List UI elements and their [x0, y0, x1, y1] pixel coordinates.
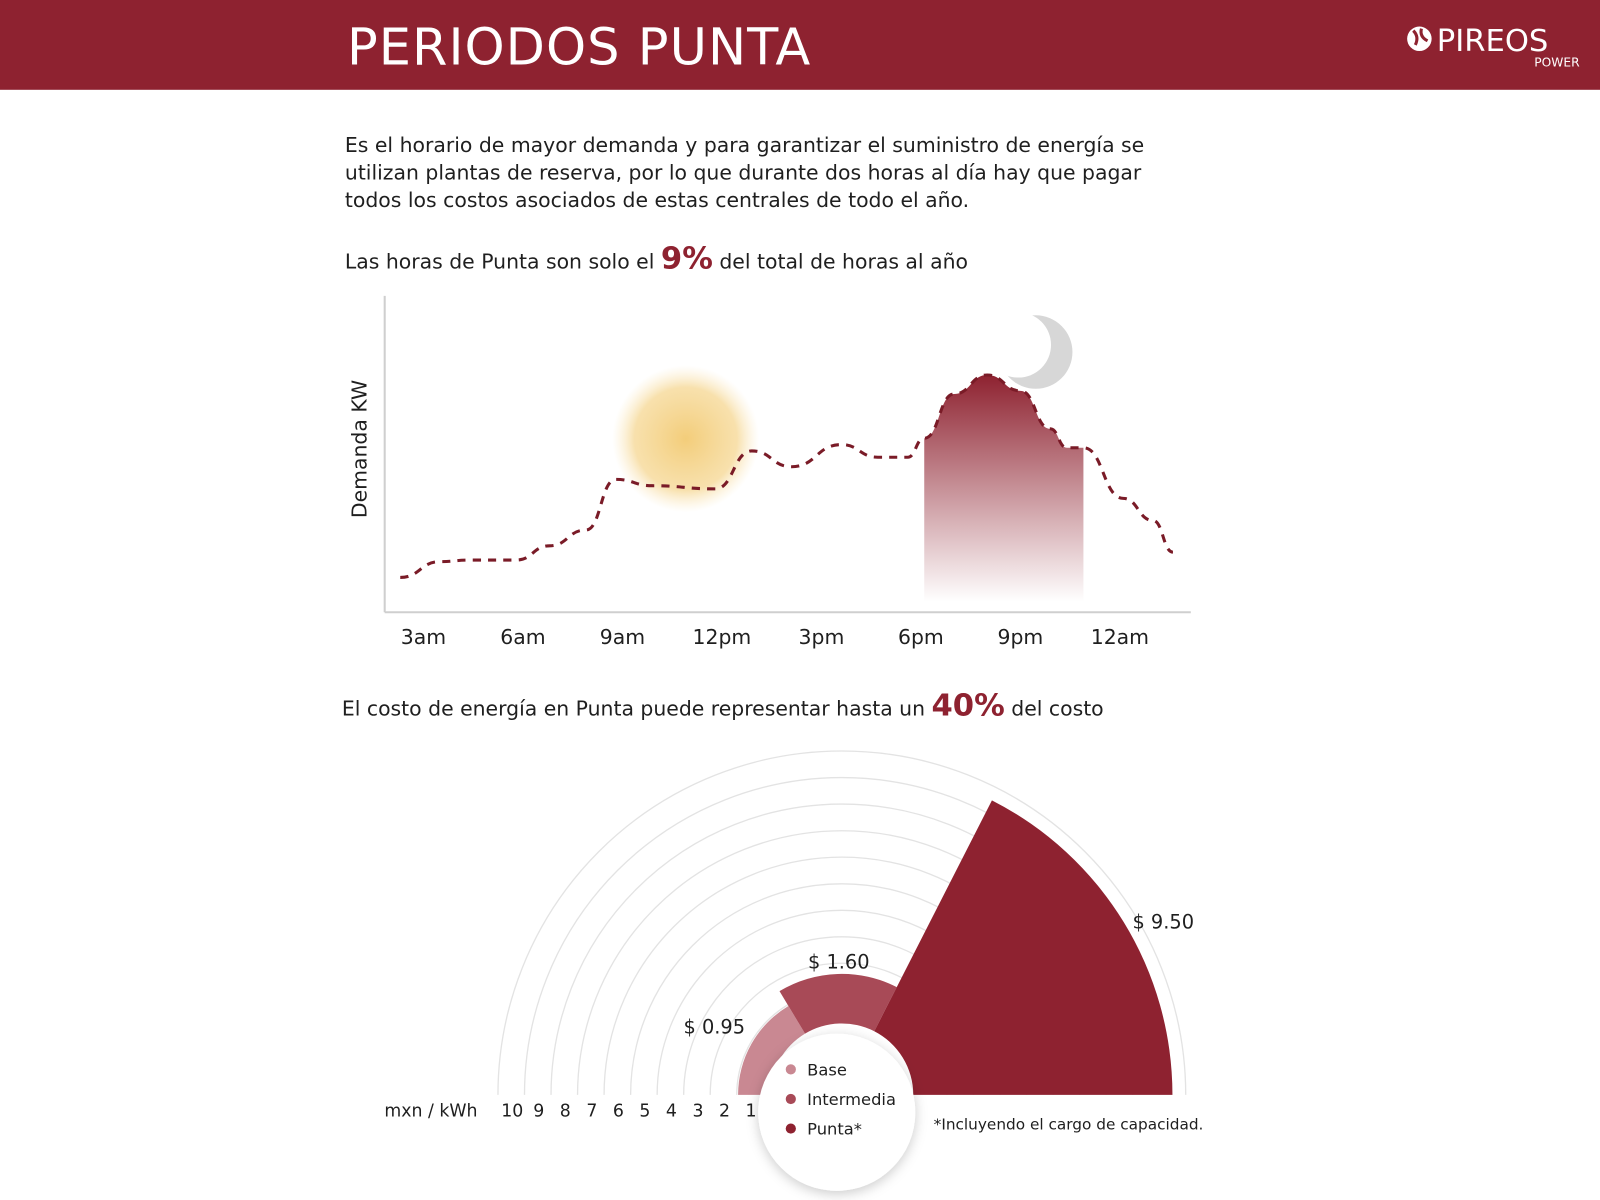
legend-label: Intermedia — [807, 1090, 896, 1109]
radial-tick-label: 8 — [560, 1101, 571, 1121]
radial-tick-label: 3 — [692, 1101, 703, 1121]
stat-text: del total de horas al año — [713, 249, 968, 273]
value-label: $ 0.95 — [683, 1016, 745, 1039]
x-tick-label: 6am — [500, 625, 545, 649]
intro-line: utilizan plantas de reserva, por lo que … — [345, 161, 1142, 185]
unit-label: mxn / kWh — [384, 1101, 477, 1121]
grid-ring — [497, 750, 1187, 1095]
stat-peak-hours: Las horas de Punta son solo el 9% del to… — [345, 241, 968, 276]
logo-name: PIREOS — [1437, 24, 1549, 59]
x-tick-label: 3pm — [799, 625, 845, 649]
legend-label: Base — [807, 1061, 847, 1080]
demand-line-chart: Demanda KW 3am 6am 9am 12pm 3pm 6pm 9pm 12am — [347, 295, 1191, 649]
x-tick-label: 9am — [600, 625, 645, 649]
sector-punta — [874, 800, 1173, 1095]
sector-base — [738, 1005, 806, 1095]
legend-swatch — [785, 1123, 796, 1134]
cost-polar-chart: 10 9 8 7 6 5 4 3 2 1 mxn / kWh $ 0.95 $ 1.60 $ 9.50… — [384, 750, 1204, 1191]
stat-value: 9% — [661, 241, 713, 276]
value-label: $ 1.60 — [808, 950, 870, 973]
radial-tick-label: 1 — [746, 1101, 757, 1121]
sector-intermedia — [779, 973, 897, 1034]
legend-swatch — [785, 1093, 796, 1105]
radial-tick-label: 5 — [639, 1101, 650, 1121]
radial-tick-label: 10 — [501, 1101, 523, 1121]
stat-value: 40% — [932, 688, 1005, 723]
x-tick-label: 6pm — [898, 625, 944, 649]
x-tick-label: 9pm — [998, 625, 1044, 649]
peak-area — [924, 375, 1084, 603]
x-tick-label: 12pm — [693, 625, 752, 649]
y-axis-label: Demanda KW — [347, 380, 371, 518]
intro-line: Es el horario de mayor demanda y para ga… — [345, 133, 1144, 157]
header-bar — [0, 0, 1600, 90]
radial-tick-label: 6 — [613, 1101, 624, 1121]
logo-sub: POWER — [1534, 55, 1580, 69]
x-tick-label: 3am — [401, 625, 446, 649]
legend-swatch — [785, 1064, 796, 1075]
footnote: *Incluyendo el cargo de capacidad. — [934, 1116, 1204, 1134]
x-tick-label: 12am — [1091, 625, 1149, 649]
radial-tick-label: 2 — [719, 1101, 730, 1121]
radial-tick-label: 4 — [666, 1101, 677, 1121]
radial-tick-label: 9 — [533, 1101, 544, 1121]
stat-text: Las horas de Punta son solo el — [345, 249, 661, 273]
stat-text: El costo de energía en Punta puede repre… — [342, 696, 932, 720]
globe-icon — [1407, 26, 1432, 52]
sun-icon — [612, 365, 760, 513]
radial-tick-label: 7 — [586, 1101, 597, 1121]
demand-line — [400, 373, 1174, 579]
logo: PIREOS POWER — [1407, 24, 1580, 69]
legend-circle — [758, 1033, 916, 1191]
moon-icon — [985, 312, 1073, 389]
value-label: $ 9.50 — [1132, 911, 1194, 934]
stat-text: del costo — [1005, 696, 1104, 720]
page-title: PERIODOS PUNTA — [347, 18, 811, 77]
intro-line: todos los costos asociados de estas cent… — [345, 188, 969, 212]
legend-label: Punta* — [807, 1120, 862, 1139]
stat-peak-cost: El costo de energía en Punta puede repre… — [342, 688, 1104, 723]
